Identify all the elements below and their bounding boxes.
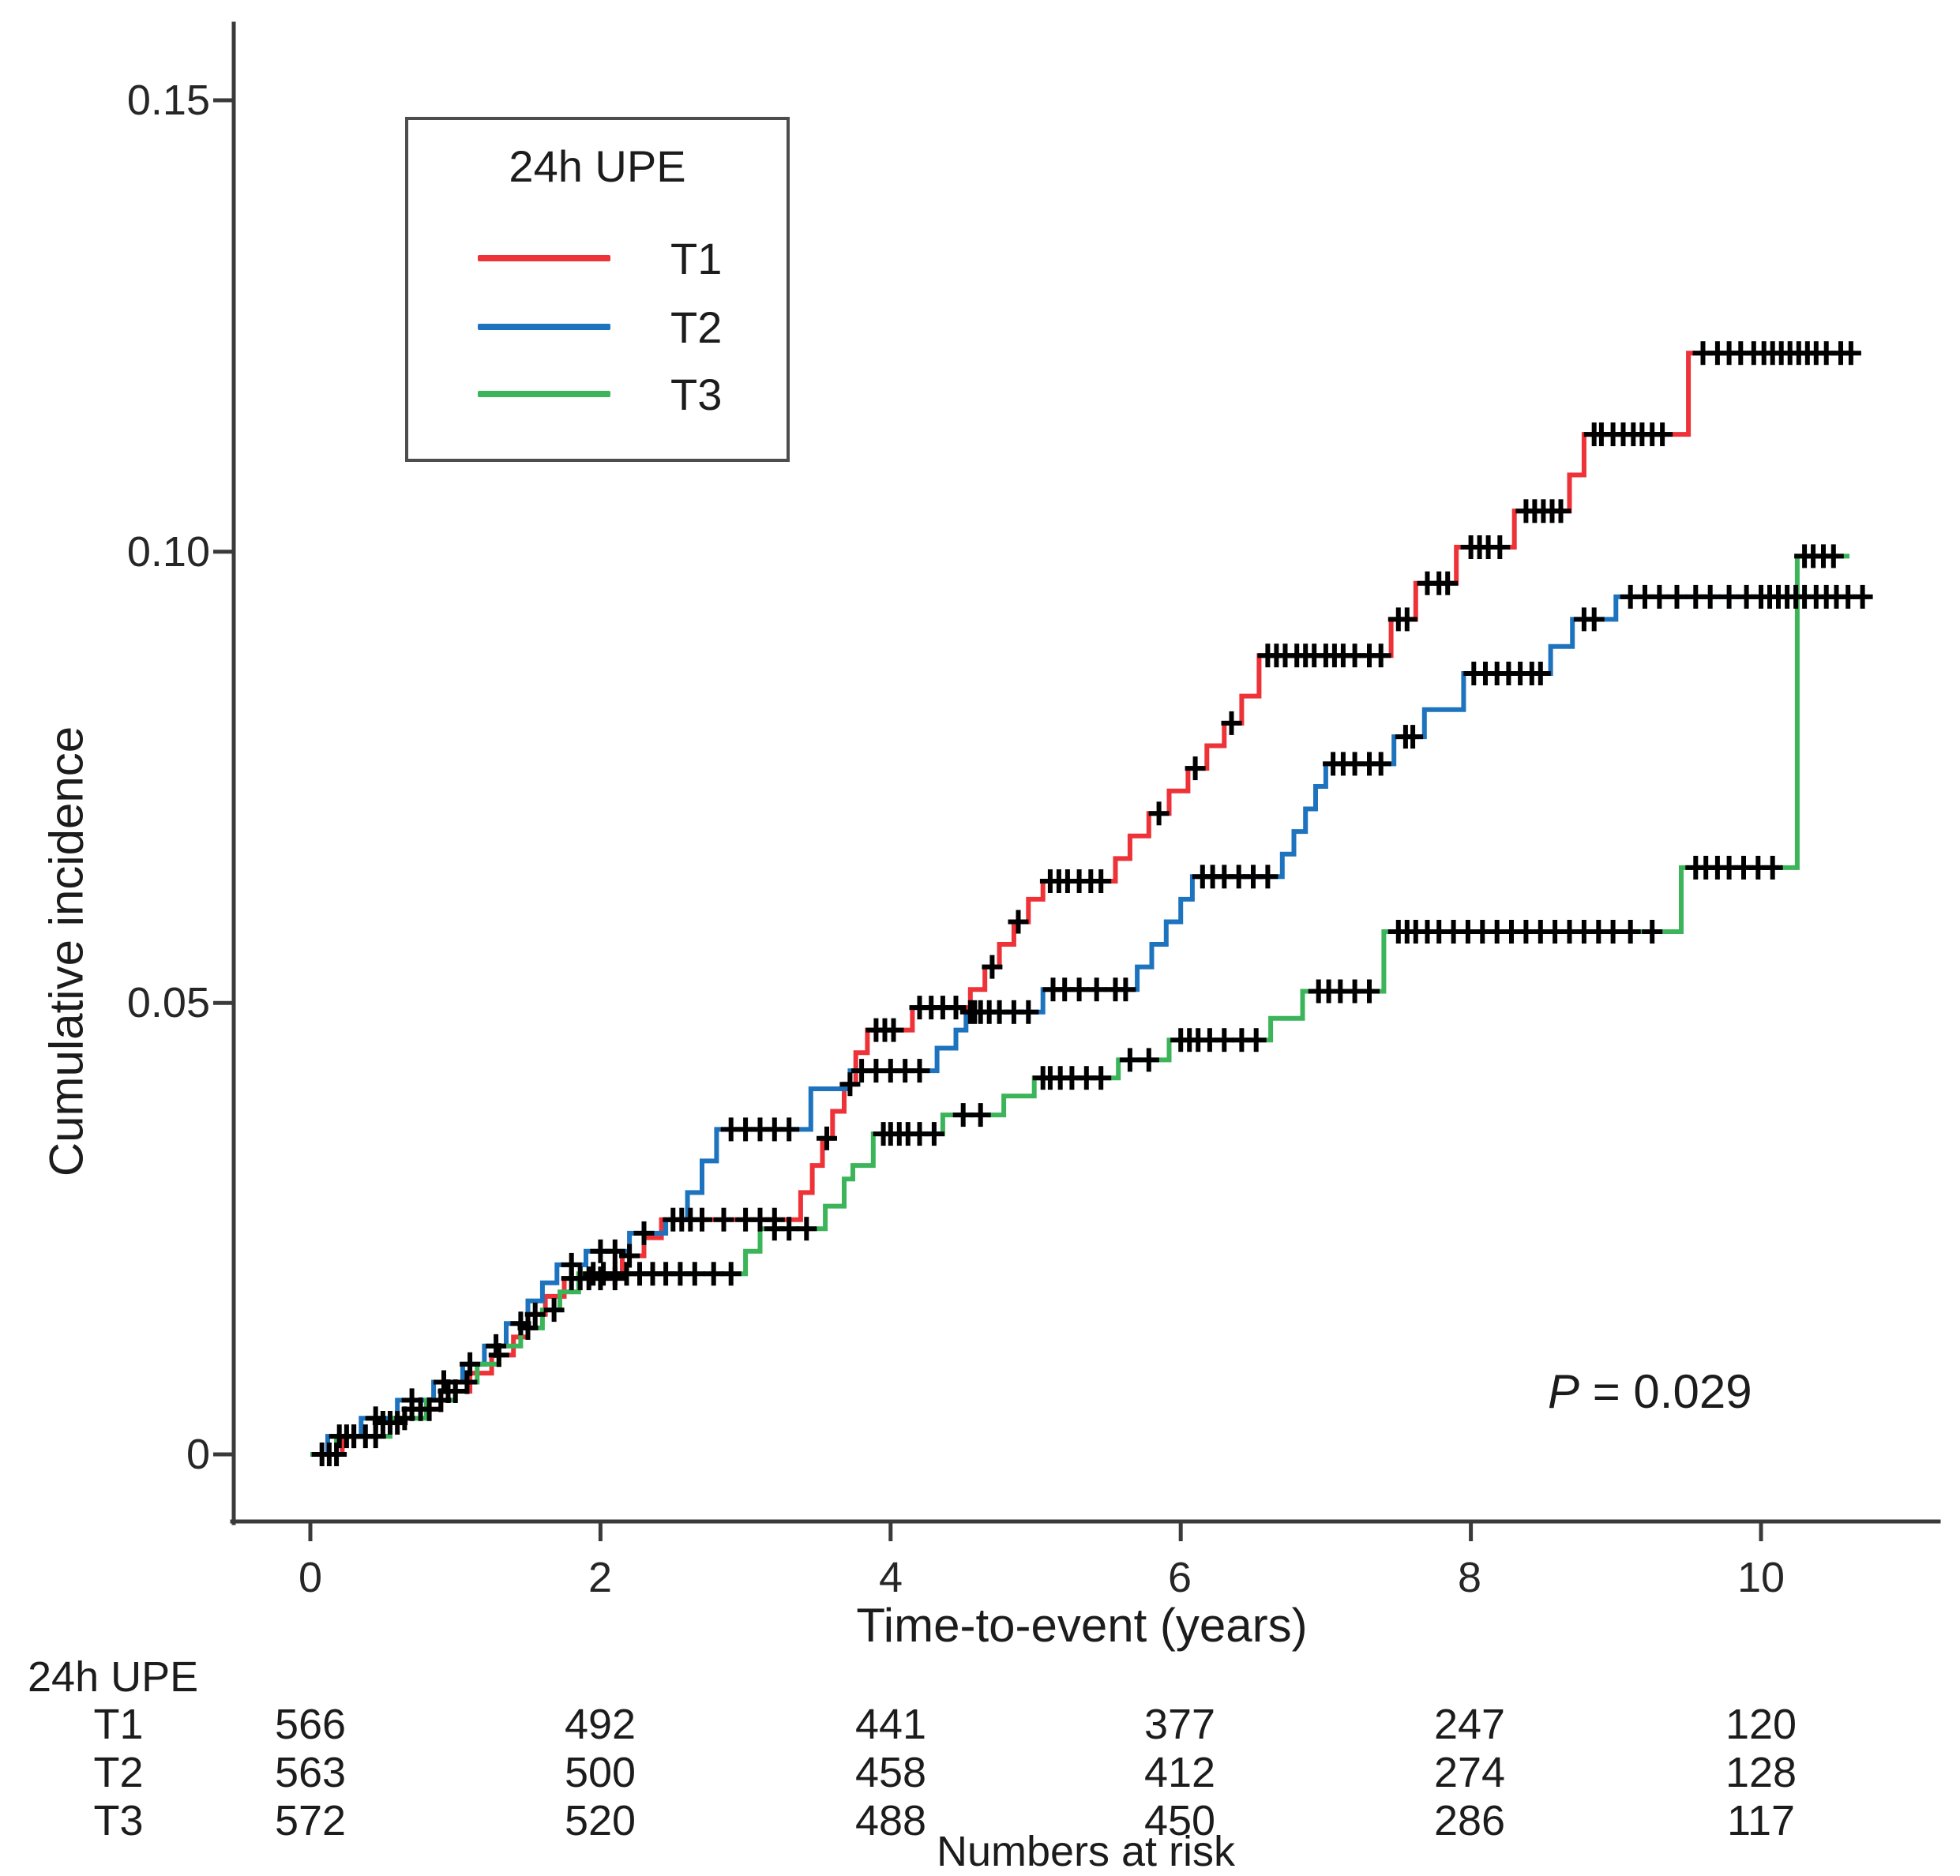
x-axis-ticks — [308, 1521, 1763, 1541]
risk-cell: 412 — [1143, 1749, 1216, 1796]
x-tick-label: 2 — [588, 1554, 613, 1601]
curve-T3 — [310, 553, 1850, 1457]
risk-cell: 120 — [1725, 1701, 1797, 1748]
legend-item-label: T2 — [670, 302, 723, 352]
risk-cell: 500 — [564, 1749, 636, 1796]
y-axis-ticks — [213, 98, 234, 1457]
y-tick-label: 0.15 — [126, 77, 210, 124]
risk-cell: 488 — [854, 1797, 927, 1844]
p-value-number: = 0.029 — [1579, 1365, 1752, 1418]
risk-cell: 274 — [1433, 1749, 1506, 1796]
x-tick-label: 10 — [1737, 1554, 1785, 1601]
risk-cell: 520 — [564, 1797, 636, 1844]
legend-item-t2: T2 — [408, 291, 787, 362]
legend-item-t1: T1 — [408, 223, 787, 294]
risk-cell: 117 — [1726, 1797, 1796, 1844]
x-tick-label: 0 — [298, 1554, 323, 1601]
legend-item-label: T1 — [670, 233, 723, 283]
risk-cell: 450 — [1143, 1797, 1216, 1844]
x-axis-title: Time-to-event (years) — [856, 1599, 1308, 1652]
risk-cell: 492 — [564, 1701, 636, 1748]
risk-row-label-t2: T2 — [93, 1749, 144, 1796]
risk-cell: 377 — [1143, 1701, 1216, 1748]
legend-title: 24h UPE — [509, 141, 686, 191]
axes — [230, 21, 1941, 1525]
risk-row-label-t3: T3 — [93, 1797, 144, 1844]
risk-cell: 458 — [854, 1749, 927, 1796]
risk-cell: 566 — [274, 1701, 347, 1748]
x-tick-label: 6 — [1167, 1554, 1192, 1601]
t2-line-swatch — [478, 324, 610, 330]
risk-cell: 247 — [1433, 1701, 1506, 1748]
x-tick-label: 8 — [1457, 1554, 1482, 1601]
y-tick-label: 0.05 — [126, 979, 210, 1026]
censor-marks-T2 — [329, 584, 1873, 1449]
risk-cell: 441 — [854, 1701, 927, 1748]
legend-item-label: T3 — [670, 369, 723, 419]
p-value: P = 0.029 — [1548, 1364, 1752, 1419]
y-tick-label: 0 — [186, 1431, 210, 1478]
p-value-symbol: P — [1548, 1365, 1580, 1418]
y-axis-title: Cumulative incidence — [39, 726, 93, 1177]
risk-table-caption: Numbers at risk — [936, 1828, 1236, 1875]
x-tick-label: 4 — [878, 1554, 903, 1601]
risk-cell: 128 — [1725, 1749, 1797, 1796]
legend: 24h UPE T1 T2 T3 — [405, 117, 790, 462]
censor-marks-T3 — [336, 544, 1844, 1449]
legend-item-t3: T3 — [408, 358, 787, 430]
risk-cell: 563 — [274, 1749, 347, 1796]
risk-cell: 286 — [1433, 1797, 1506, 1844]
t3-line-swatch — [478, 391, 610, 397]
risk-table-group-label: 24h UPE — [28, 1653, 199, 1701]
risk-row-label-t1: T1 — [93, 1701, 144, 1748]
risk-cell: 572 — [274, 1797, 347, 1844]
t1-line-swatch — [478, 255, 610, 261]
y-tick-label: 0.10 — [126, 528, 210, 576]
